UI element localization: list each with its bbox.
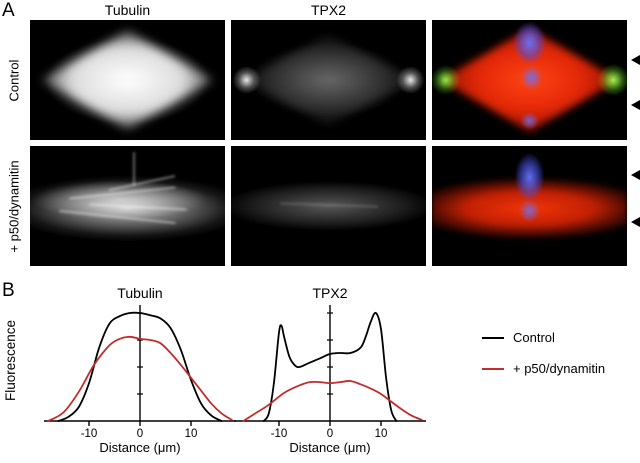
fiber-streak: [88, 203, 186, 211]
spindle-shape: [231, 20, 426, 140]
svg-text:10: 10: [375, 428, 388, 440]
y-axis-label-text: Fluorescence: [3, 319, 19, 401]
column-title-tubulin: Tubulin: [104, 2, 151, 18]
svg-text:-10: -10: [271, 428, 288, 440]
fiber-streak: [279, 201, 378, 208]
plot-title-tpx2: TPX2: [312, 285, 348, 301]
legend-item-control: Control: [482, 330, 605, 345]
row-label-p50: + p50/dynamitin: [0, 146, 28, 266]
panel-a-label: A: [2, 0, 15, 21]
panel-b-label: B: [2, 280, 15, 301]
legend-label-control: Control: [513, 330, 555, 345]
y-axis-label: Fluorescence: [0, 298, 22, 422]
dna-blue-channel: [432, 20, 627, 140]
column-title-tpx2: TPX2: [310, 2, 346, 18]
x-axis-label-tpx2: Distance (μm): [289, 440, 371, 455]
arrowhead-icon: [631, 55, 640, 65]
micrograph-p50-tubulin: [30, 146, 225, 266]
arrowhead-icon: [631, 100, 640, 110]
svg-text:0: 0: [137, 428, 143, 440]
fiber-streak: [133, 152, 136, 186]
row-label-control: Control: [0, 20, 28, 140]
arrowhead-icon: [631, 170, 640, 180]
micrograph-p50-tpx2: [231, 146, 426, 266]
svg-text:-10: -10: [81, 428, 98, 440]
legend-item-p50: + p50/dynamitin: [482, 361, 605, 376]
x-axis-label-tubulin: Distance (μm): [99, 440, 181, 455]
svg-text:10: 10: [185, 428, 198, 440]
tpx2-intensity-plot: -10 0 10: [234, 305, 426, 440]
row-label-control-text: Control: [6, 59, 22, 101]
dna-blue-channel: [432, 146, 627, 266]
svg-text:0: 0: [327, 428, 333, 440]
fiber-streak: [59, 209, 177, 224]
tubulin-intensity-plot: -10 0 10: [44, 305, 236, 440]
micrograph-p50-merge: [432, 146, 627, 266]
arrowhead-icon: [631, 217, 640, 227]
row-label-p50-text: + p50/dynamitin: [6, 159, 22, 253]
legend: Control + p50/dynamitin: [482, 330, 605, 392]
micrograph-control-tpx2: [231, 20, 426, 140]
legend-swatch-control: [482, 336, 504, 339]
legend-label-p50: + p50/dynamitin: [513, 361, 606, 376]
micrograph-control-merge: [432, 20, 627, 140]
plot-title-tubulin: Tubulin: [117, 285, 163, 301]
legend-swatch-p50: [482, 367, 504, 370]
micrograph-control-tubulin: [30, 20, 225, 140]
spindle-shape: [30, 20, 225, 140]
